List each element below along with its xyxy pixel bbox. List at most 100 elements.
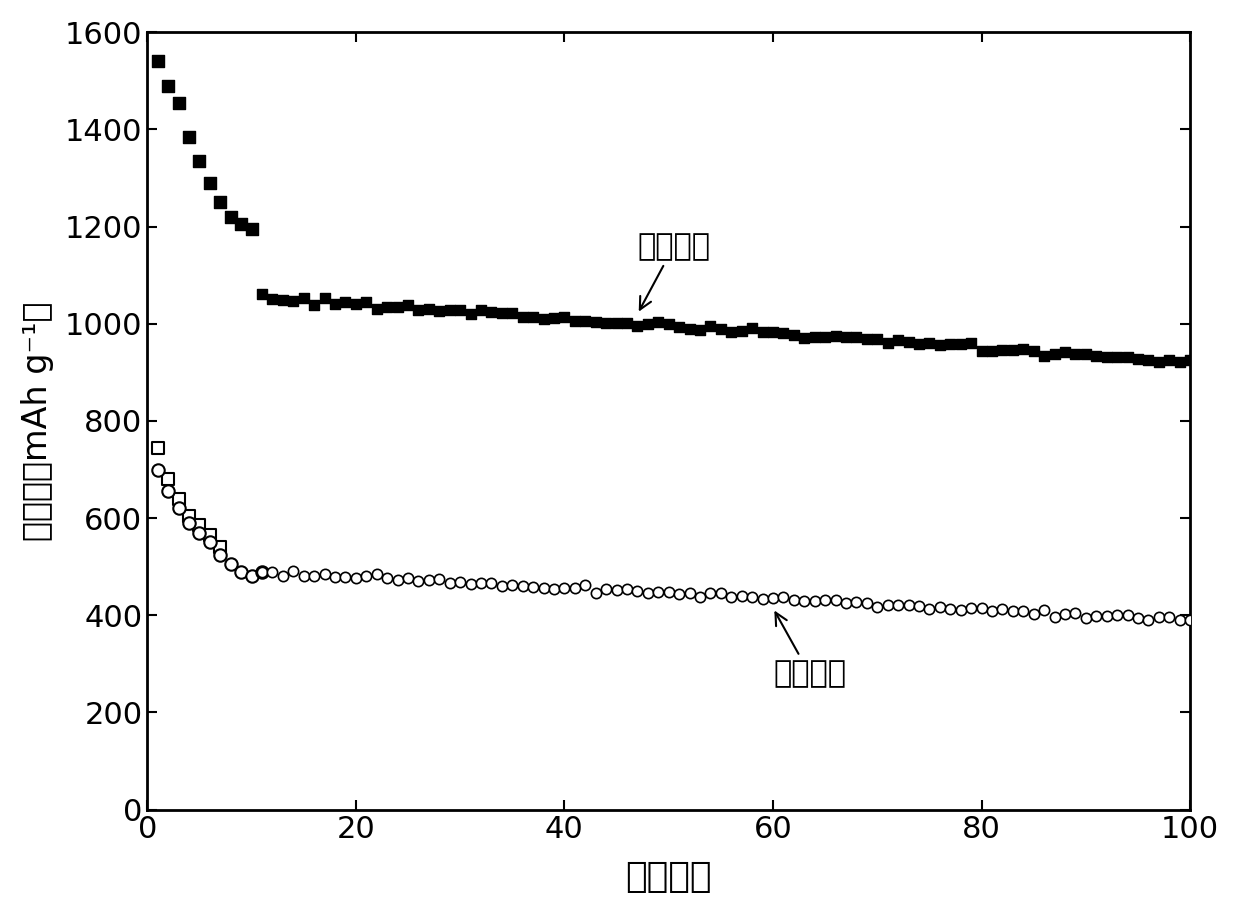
Point <box>419 302 439 317</box>
Point <box>1034 603 1054 618</box>
Point <box>429 572 449 587</box>
Point <box>627 318 647 333</box>
Point <box>1034 349 1054 363</box>
Point <box>1117 608 1137 622</box>
Point <box>148 440 167 455</box>
Point <box>408 303 428 318</box>
Point <box>909 337 929 351</box>
Point <box>200 535 219 550</box>
Point <box>867 599 887 614</box>
Point <box>1096 350 1116 364</box>
Point <box>554 310 574 325</box>
Point <box>159 484 179 499</box>
Point <box>211 540 231 554</box>
Point <box>670 319 689 334</box>
Point <box>606 582 626 597</box>
Point <box>231 217 250 231</box>
Point <box>606 317 626 331</box>
Point <box>1055 345 1075 360</box>
Point <box>774 326 794 340</box>
Point <box>429 304 449 318</box>
Point <box>1003 604 1023 619</box>
Point <box>367 567 387 582</box>
Point <box>982 603 1002 618</box>
Point <box>836 596 856 610</box>
Point <box>502 306 522 320</box>
Point <box>336 295 356 309</box>
Point <box>325 570 345 585</box>
Point <box>961 600 981 615</box>
Point <box>471 576 491 590</box>
Point <box>252 565 272 579</box>
Point <box>763 325 782 339</box>
Point <box>190 525 210 540</box>
Point <box>826 592 846 607</box>
Point <box>867 331 887 346</box>
Point <box>523 579 543 594</box>
Point <box>1013 604 1033 619</box>
Point <box>169 95 188 110</box>
Point <box>1086 350 1106 364</box>
Point <box>1096 608 1116 623</box>
Point <box>951 336 971 350</box>
Point <box>784 593 804 608</box>
Point <box>1159 610 1179 625</box>
Point <box>377 299 397 314</box>
Point <box>1128 351 1148 366</box>
Point <box>920 336 940 350</box>
Point <box>1159 353 1179 368</box>
Y-axis label: 比容量（mAh g⁻¹）: 比容量（mAh g⁻¹） <box>21 301 53 541</box>
Point <box>888 332 908 347</box>
Point <box>544 582 564 597</box>
Point <box>179 516 198 531</box>
Point <box>1024 344 1044 359</box>
Point <box>471 303 491 318</box>
Point <box>961 336 981 350</box>
Point <box>1044 609 1064 624</box>
Point <box>701 586 720 600</box>
X-axis label: 循环次数: 循环次数 <box>625 860 712 894</box>
Point <box>481 576 501 590</box>
Point <box>388 300 408 315</box>
Point <box>1138 613 1158 628</box>
Point <box>857 332 877 347</box>
Point <box>398 571 418 586</box>
Point <box>680 586 699 600</box>
Text: 涂层隔膜: 涂层隔膜 <box>637 231 711 309</box>
Point <box>658 318 678 332</box>
Point <box>575 578 595 593</box>
Point <box>680 322 699 337</box>
Point <box>732 588 751 603</box>
Point <box>179 509 198 523</box>
Point <box>211 195 231 210</box>
Point <box>1024 607 1044 621</box>
Point <box>1149 354 1169 369</box>
Point <box>940 336 960 350</box>
Point <box>148 54 167 69</box>
Point <box>888 597 908 612</box>
Text: 常规隔膜: 常规隔膜 <box>773 612 846 688</box>
Point <box>231 565 250 579</box>
Point <box>670 587 689 601</box>
Point <box>826 329 846 344</box>
Point <box>450 303 470 318</box>
Point <box>836 329 856 344</box>
Point <box>1117 350 1137 365</box>
Point <box>1107 350 1127 364</box>
Point <box>899 598 919 613</box>
Point <box>304 568 324 583</box>
Point <box>513 309 533 324</box>
Point <box>951 603 971 618</box>
Point <box>982 344 1002 359</box>
Point <box>263 565 283 579</box>
Point <box>200 176 219 190</box>
Point <box>1107 608 1127 622</box>
Point <box>242 221 262 236</box>
Point <box>242 569 262 584</box>
Point <box>481 305 501 319</box>
Point <box>815 330 835 345</box>
Point <box>972 343 992 358</box>
Point <box>722 324 742 339</box>
Point <box>169 491 188 506</box>
Point <box>336 570 356 585</box>
